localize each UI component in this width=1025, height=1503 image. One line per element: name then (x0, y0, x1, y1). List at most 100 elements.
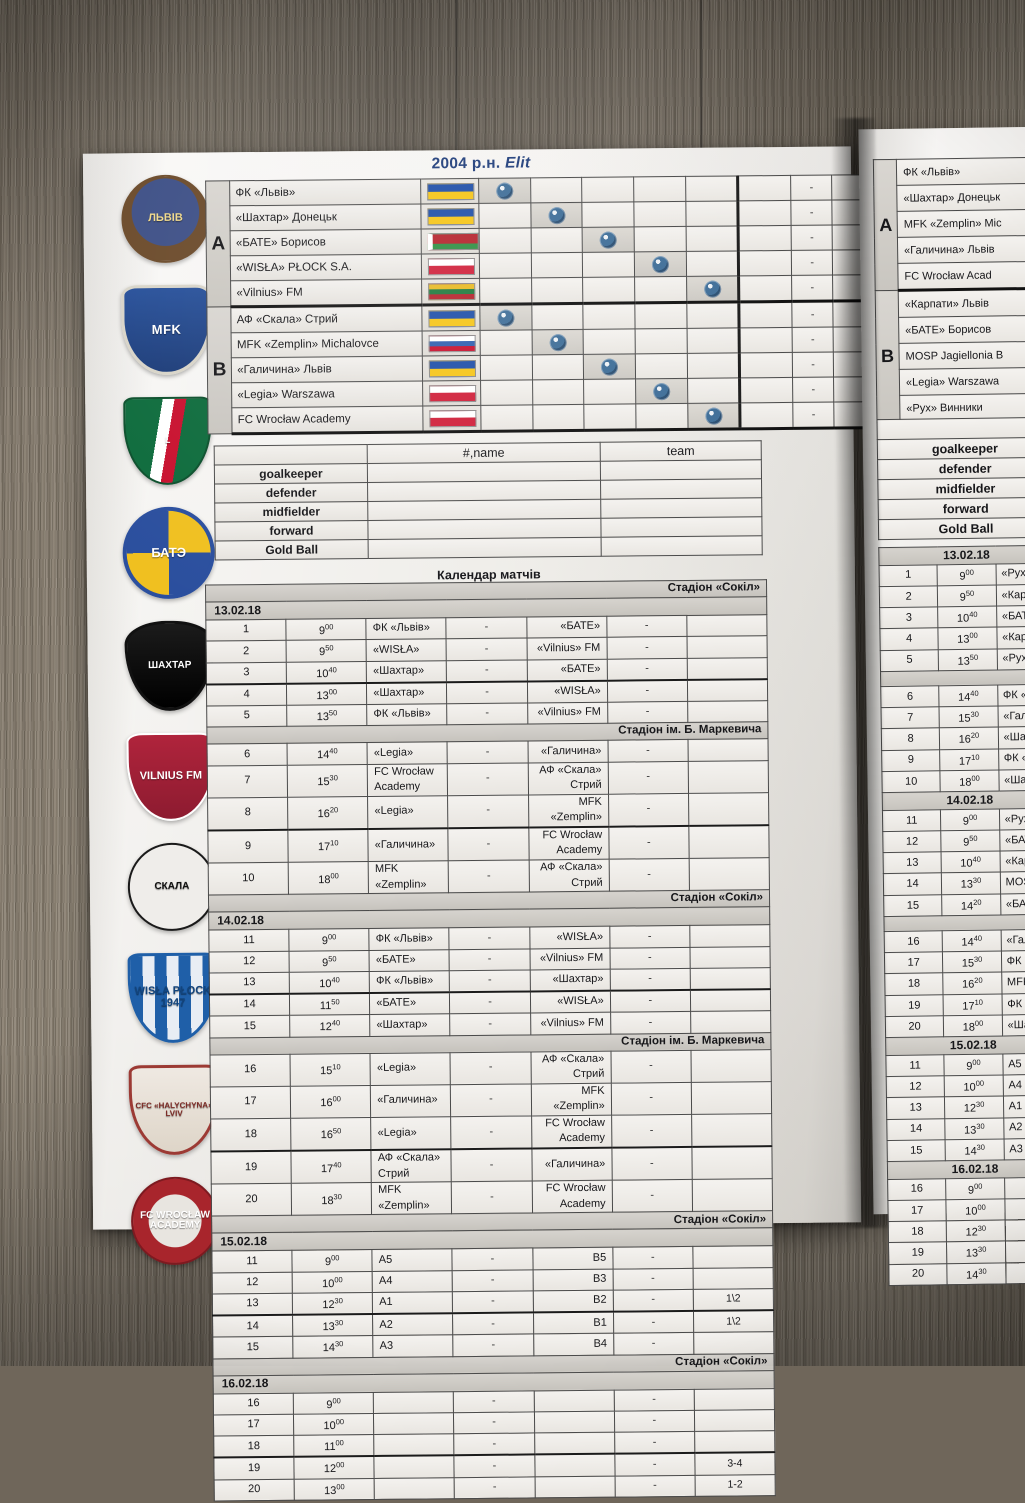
result-cell[interactable] (530, 177, 583, 203)
score-cell[interactable]: - (610, 989, 691, 1013)
right-match-row[interactable]: 2 950 «Карпати (879, 584, 1025, 608)
right-match-row[interactable]: 13 1040 «Карпа (883, 850, 1025, 875)
score-cell[interactable]: - (609, 925, 690, 948)
match-row[interactable]: 20 1830 MFK «Zemplin» - FC Wrocław Academy - (211, 1178, 773, 1217)
score-cell[interactable]: - (613, 1311, 694, 1334)
score-cell[interactable]: - (608, 793, 689, 827)
award-team-cell[interactable] (600, 459, 762, 481)
result-cell[interactable] (532, 404, 585, 431)
result-cell[interactable] (480, 379, 533, 406)
goal-difference-cell[interactable]: - (791, 250, 833, 276)
result-cell[interactable] (531, 303, 584, 330)
right-match-row[interactable]: 14 1330 A2 (886, 1116, 1025, 1141)
goal-difference-cell[interactable]: - (790, 200, 833, 226)
goal-difference-cell[interactable]: - (792, 352, 834, 378)
right-match-row[interactable]: 11 900 «Рух» (882, 807, 1025, 832)
right-match-row[interactable]: 1 900 «Рух» (879, 562, 1025, 587)
goal-difference-cell[interactable]: - (791, 301, 834, 328)
award-player-cell[interactable] (368, 537, 602, 559)
score-cell[interactable]: - (614, 1475, 696, 1498)
points-cell[interactable] (738, 175, 791, 201)
points-cell[interactable] (739, 352, 793, 378)
result-cell[interactable] (584, 403, 637, 431)
result-cell[interactable] (686, 250, 739, 277)
score-cell[interactable]: - (614, 1431, 695, 1455)
points-cell[interactable] (740, 402, 794, 429)
result-cell-self[interactable] (583, 353, 636, 380)
result-cell-self[interactable] (686, 275, 740, 303)
match-row[interactable]: 20 1300- -1-2 (214, 1474, 776, 1501)
right-match-row[interactable]: 15 1430 A3 (887, 1137, 1025, 1162)
result-cell[interactable] (582, 201, 635, 228)
result-cell[interactable] (633, 201, 686, 227)
match-row[interactable]: 8 1620 «Legia» - MFK «Zemplin» - (207, 792, 769, 831)
result-cell[interactable] (479, 252, 532, 279)
score-cell[interactable]: - (614, 1453, 695, 1476)
result-cell-self[interactable] (478, 177, 531, 204)
result-cell-self[interactable] (530, 202, 583, 228)
points-cell[interactable] (738, 200, 792, 226)
result-cell[interactable] (583, 328, 636, 355)
match-row[interactable]: 19 1740 АФ «Скала» Стрий - «Галичина» - (210, 1146, 773, 1185)
right-match-row[interactable]: 14 1330 MOSP (883, 871, 1025, 896)
points-cell[interactable] (739, 301, 793, 328)
result-cell[interactable] (480, 354, 533, 381)
right-match-row[interactable]: 7 1530 «Галичи (881, 705, 1025, 729)
score-cell[interactable]: - (611, 1114, 692, 1148)
result-cell[interactable] (686, 301, 740, 329)
result-cell[interactable] (635, 328, 688, 354)
score-cell[interactable]: - (610, 1049, 692, 1083)
result-cell[interactable] (583, 378, 636, 405)
right-match-row[interactable]: 16 1440 «Галич (884, 929, 1025, 953)
award-team-cell[interactable] (600, 516, 763, 538)
result-cell[interactable] (531, 277, 584, 304)
result-cell-self[interactable] (531, 329, 584, 355)
award-team-cell[interactable] (601, 535, 763, 557)
match-row[interactable]: 9 1710 «Галичина» - FC Wrocław Academy - (207, 825, 770, 864)
result-cell[interactable] (480, 329, 533, 356)
match-row[interactable]: 17 1600 «Галичина» - MFK «Zemplin» - (210, 1081, 772, 1119)
score-cell[interactable]: - (607, 679, 688, 703)
result-cell[interactable] (634, 276, 687, 303)
points-cell[interactable] (739, 327, 793, 353)
score-cell[interactable]: - (606, 636, 688, 659)
score-cell[interactable]: - (607, 739, 689, 762)
score-cell[interactable]: - (609, 968, 691, 991)
result-cell[interactable] (635, 403, 688, 430)
score-cell[interactable]: - (606, 657, 688, 681)
result-cell[interactable] (532, 379, 585, 405)
score-cell[interactable]: - (608, 858, 690, 892)
right-match-row[interactable]: 20 1430 (888, 1261, 1025, 1286)
result-cell[interactable] (583, 302, 636, 330)
score-cell[interactable]: - (612, 1268, 694, 1291)
award-player-cell[interactable] (367, 518, 602, 540)
result-cell[interactable] (634, 302, 687, 329)
result-cell[interactable] (531, 252, 583, 278)
goal-difference-cell[interactable]: - (792, 327, 834, 353)
right-match-row[interactable]: 19 1330 (888, 1240, 1025, 1265)
result-cell[interactable] (480, 404, 533, 432)
result-cell[interactable] (478, 202, 531, 229)
result-cell[interactable] (581, 176, 634, 203)
result-cell[interactable] (582, 251, 635, 278)
match-row[interactable]: 7 1530 FC Wrocław Academy - АФ «Скала» Стрий… (207, 760, 769, 798)
result-cell-self[interactable] (635, 378, 688, 404)
match-row[interactable]: 16 1510 «Legia» - АФ «Скала» Стрий - (210, 1049, 772, 1087)
right-match-row[interactable]: 6 1440 ФК «Льв (880, 684, 1025, 708)
points-cell[interactable] (738, 225, 792, 251)
right-match-row[interactable]: 9 1710 ФК «Ль (881, 747, 1025, 772)
award-team-cell[interactable] (600, 478, 762, 500)
result-cell-self[interactable] (634, 251, 687, 277)
goal-difference-cell[interactable]: - (791, 225, 833, 251)
score-cell[interactable]: - (610, 1082, 692, 1116)
result-cell[interactable] (479, 277, 532, 305)
score-cell[interactable]: - (608, 825, 689, 860)
right-match-row[interactable]: 12 1000 A4 (886, 1074, 1025, 1098)
result-cell[interactable] (582, 276, 635, 304)
right-match-row[interactable]: 10 1800 «Шахт (881, 769, 1025, 793)
result-cell-self[interactable] (582, 226, 635, 253)
result-cell[interactable] (479, 227, 532, 254)
